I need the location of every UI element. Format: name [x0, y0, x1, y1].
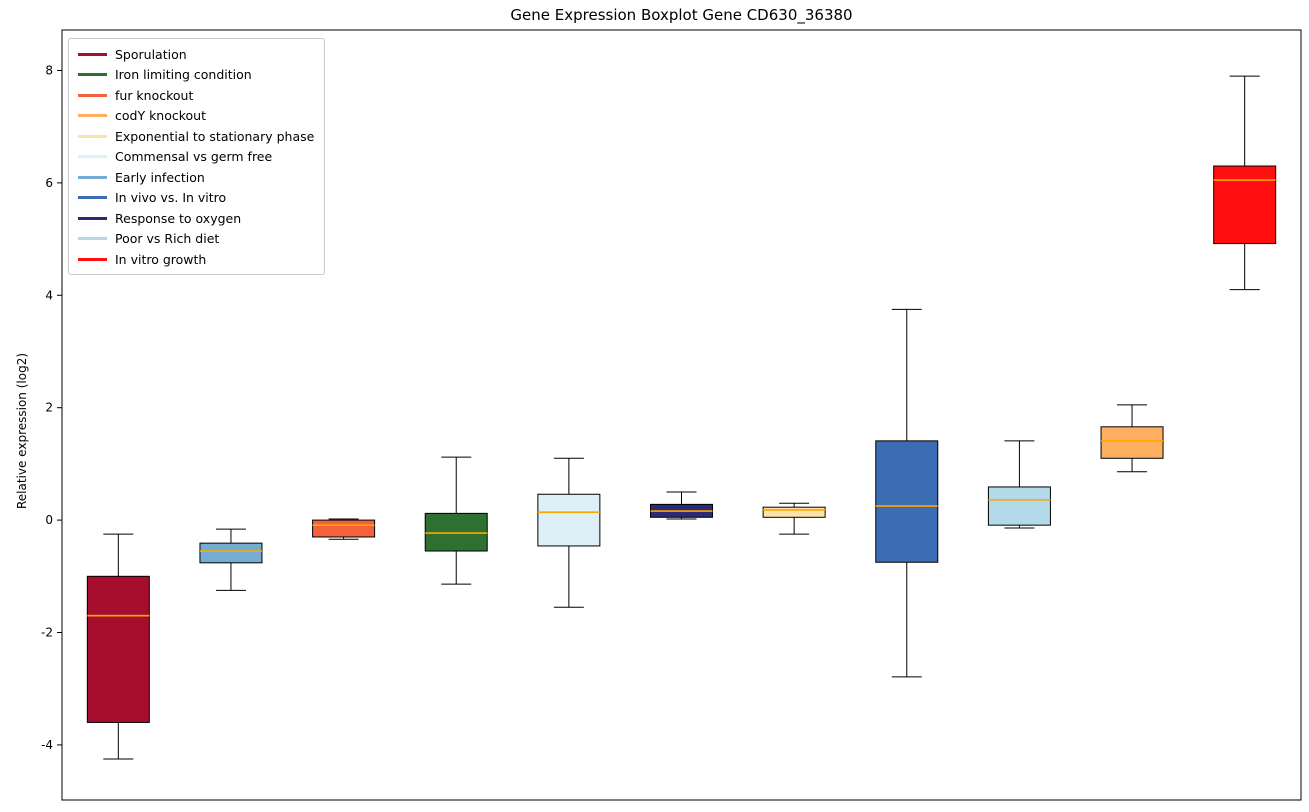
chart-title: Gene Expression Boxplot Gene CD630_36380 [510, 6, 853, 24]
y-tick-label: -4 [41, 738, 53, 752]
y-tick-label: 2 [45, 401, 53, 415]
y-tick-label: 6 [45, 176, 53, 190]
legend-item: Exponential to stationary phase [78, 128, 314, 144]
legend-swatch [78, 73, 107, 76]
legend-label: Commensal vs germ free [115, 149, 273, 164]
box-cody-knockout [1100, 426, 1164, 459]
legend-item: Poor vs Rich diet [78, 231, 314, 247]
box-commensal-vs-germ-free [537, 493, 601, 547]
legend-item: fur knockout [78, 87, 314, 103]
legend-label: fur knockout [115, 87, 194, 103]
legend-swatch [78, 114, 107, 117]
legend-swatch [78, 175, 107, 179]
legend-item: Sporulation [78, 46, 314, 62]
legend: Sporulation Iron limiting condition fur kn… [68, 38, 326, 275]
legend-item: Iron limiting condition [78, 67, 314, 83]
y-tick-label: 0 [45, 513, 53, 527]
box-poor-vs-rich-diet [987, 486, 1051, 526]
box-sporulation [86, 575, 150, 723]
box-iron-limiting-condition [424, 512, 488, 552]
legend-swatch [78, 257, 107, 261]
legend-item: codY knockout [78, 108, 314, 124]
legend-label: Poor vs Rich diet [115, 231, 220, 246]
y-tick-label: 8 [45, 63, 53, 77]
legend-item: Early infection [78, 169, 314, 185]
y-tick-label: -2 [41, 626, 53, 640]
legend-label: Iron limiting condition [115, 67, 252, 82]
legend-item: In vitro growth [78, 251, 314, 267]
legend-swatch [78, 52, 107, 56]
legend-swatch [78, 196, 107, 199]
legend-item: Commensal vs germ free [78, 149, 314, 165]
box-in-vivo-vs-in-vitro [875, 440, 939, 563]
box-fur-knockout [312, 519, 376, 538]
box-exponential-to-stationary-phase [762, 506, 826, 518]
box-early-infection [199, 542, 263, 564]
legend-label: Sporulation [115, 46, 187, 62]
box-in-vitro-growth [1213, 165, 1277, 245]
legend-label: In vitro growth [115, 251, 207, 267]
y-tick-label: 4 [45, 288, 53, 302]
legend-item: Response to oxygen [78, 210, 314, 226]
legend-swatch [78, 216, 107, 220]
legend-label: Exponential to stationary phase [115, 128, 315, 144]
legend-swatch [78, 93, 107, 97]
legend-swatch [78, 237, 107, 240]
legend-item: In vivo vs. In vitro [78, 190, 314, 206]
legend-label: Early infection [115, 169, 205, 185]
legend-label: In vivo vs. In vitro [115, 190, 227, 205]
legend-swatch [78, 155, 107, 158]
legend-label: codY knockout [115, 108, 207, 123]
legend-swatch [78, 134, 107, 138]
legend-label: Response to oxygen [115, 210, 242, 226]
